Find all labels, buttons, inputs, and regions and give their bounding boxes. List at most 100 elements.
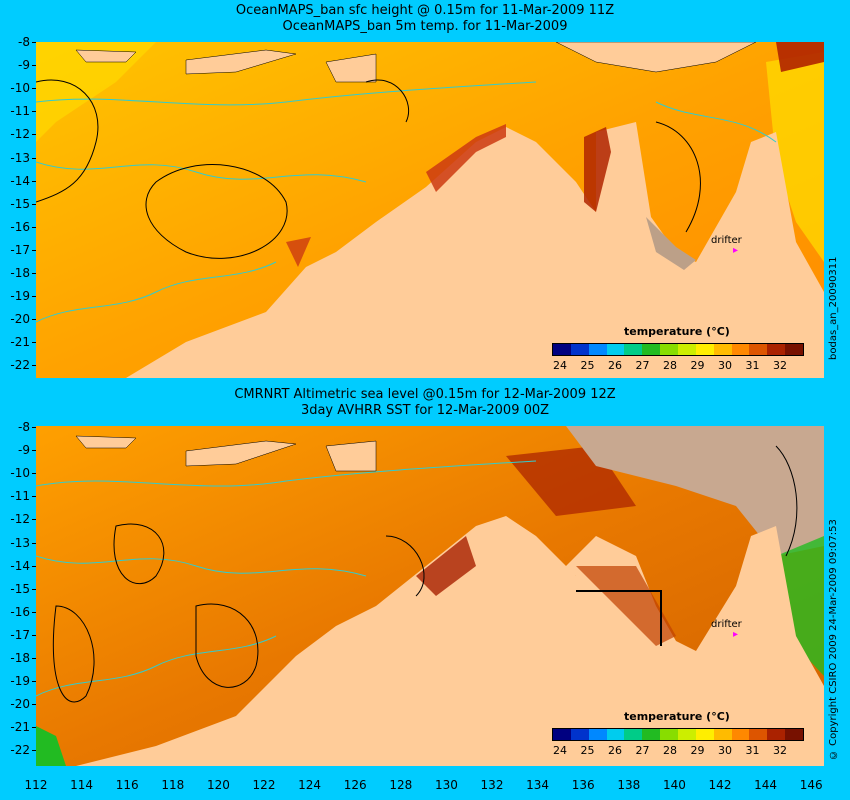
x-tick-label: 132 (480, 778, 504, 792)
top-side-label: bodas_an_20090311 (828, 256, 839, 360)
colorbar-label: 26 (608, 744, 622, 757)
top-warm-coast-gulf (584, 127, 611, 212)
y-tick-mark (32, 681, 36, 683)
y-tick-label: -13 (10, 535, 30, 550)
colorbar-swatch (749, 729, 768, 740)
colorbar-swatch (642, 344, 661, 355)
x-tick-label: 116 (115, 778, 139, 792)
top-black-contours (36, 79, 701, 259)
x-tick-label: 114 (70, 778, 94, 792)
y-tick-label: -22 (10, 358, 30, 373)
y-tick-mark (32, 365, 36, 367)
y-tick-label: -21 (10, 335, 30, 350)
x-tick-label: 142 (708, 778, 732, 792)
colorbar-swatch (767, 729, 786, 740)
bottom-island-flores (75, 435, 137, 449)
top-island-newguinea (555, 42, 757, 73)
top-colorbar (552, 343, 804, 356)
colorbar-swatch (660, 729, 679, 740)
colorbar-swatch (695, 729, 714, 740)
y-tick-mark (32, 611, 36, 613)
bottom-map-panel: temperature (°C) 24 25 26 27 28 29 30 31 32 drif… (36, 426, 824, 766)
bottom-cyan-contours (36, 460, 537, 697)
x-tick-label: 126 (343, 778, 367, 792)
australia-landmass (126, 122, 824, 378)
y-tick-mark (32, 65, 36, 67)
colorbar-swatch (553, 729, 571, 740)
y-tick-label: -22 (10, 743, 30, 758)
y-tick-label: -12 (10, 512, 30, 527)
top-map-graphic (36, 42, 824, 378)
y-tick-label: -20 (10, 697, 30, 712)
colorbar-swatch (588, 344, 607, 355)
y-tick-label: -14 (10, 558, 30, 573)
colorbar-label: 32 (773, 744, 787, 757)
x-tick-label: 122 (252, 778, 276, 792)
colorbar-label: 29 (690, 359, 705, 372)
y-tick-label: -13 (10, 150, 30, 165)
top-colorbar-title: temperature (°C) (624, 325, 730, 338)
y-tick-mark (32, 565, 36, 567)
y-tick-label: -17 (10, 242, 30, 257)
y-tick-label: -8 (18, 35, 30, 49)
colorbar-label: 30 (718, 359, 732, 372)
colorbar-label: 31 (745, 359, 760, 372)
y-tick-label: -9 (18, 58, 30, 73)
colorbar-swatch (553, 344, 571, 355)
y-tick-mark (32, 273, 36, 274)
x-tick-label: 130 (434, 778, 458, 792)
y-tick-label: -21 (10, 720, 30, 735)
x-tick-label: 124 (298, 778, 322, 792)
bottom-island-aru (325, 440, 377, 472)
y-tick-mark (32, 111, 36, 113)
y-tick-label: -17 (10, 627, 30, 642)
top-shelf-gray (646, 217, 696, 270)
y-tick-label: -14 (10, 173, 30, 188)
colorbar-swatch (606, 729, 625, 740)
y-tick-label: -19 (10, 289, 30, 304)
bottom-colorbar (552, 728, 804, 741)
y-tick-mark (32, 319, 36, 321)
y-tick-mark (32, 134, 36, 136)
y-tick-mark (32, 658, 36, 659)
y-tick-label: -16 (10, 219, 30, 234)
colorbar-swatch (570, 344, 589, 355)
x-tick-label: 140 (662, 778, 686, 792)
x-tick-label: 146 (799, 778, 823, 792)
colorbar-label: 28 (663, 744, 677, 757)
y-tick-label: -10 (10, 81, 30, 96)
x-tick-label: 144 (754, 778, 778, 792)
top-sea-greenish-west (36, 42, 156, 142)
x-tick-label: 112 (24, 778, 48, 792)
colorbar-label: 29 (690, 744, 705, 757)
y-tick-label: -11 (10, 104, 30, 119)
y-tick-mark (32, 180, 36, 182)
colorbar-swatch (785, 729, 804, 740)
bottom-nodata-gray (566, 426, 824, 556)
y-tick-mark (32, 727, 36, 729)
colorbar-label: 27 (635, 744, 650, 757)
bottom-warm-coast-kimberley (416, 536, 476, 596)
y-tick-mark (32, 704, 36, 706)
bottom-island-timor (185, 440, 297, 467)
colorbar-swatch (713, 344, 732, 355)
colorbar-swatch (785, 344, 804, 355)
top-sea-green-east (766, 52, 824, 262)
y-tick-label: -15 (10, 196, 30, 211)
colorbar-label: 25 (580, 744, 595, 757)
y-tick-label: -12 (10, 127, 30, 142)
y-tick-mark (32, 542, 36, 544)
y-tick-label: -15 (10, 581, 30, 596)
colorbar-label: 27 (635, 359, 650, 372)
y-tick-mark (32, 519, 36, 521)
bottom-colorbar-title: temperature (°C) (624, 710, 730, 723)
y-tick-mark (32, 634, 36, 636)
colorbar-label: 24 (553, 744, 567, 757)
x-tick-label: 138 (617, 778, 641, 792)
y-tick-label: -18 (10, 651, 30, 665)
y-tick-mark (32, 427, 36, 428)
top-island-aru (325, 53, 377, 83)
y-tick-label: -10 (10, 466, 30, 481)
y-tick-mark (32, 249, 36, 251)
y-tick-mark (32, 203, 36, 205)
